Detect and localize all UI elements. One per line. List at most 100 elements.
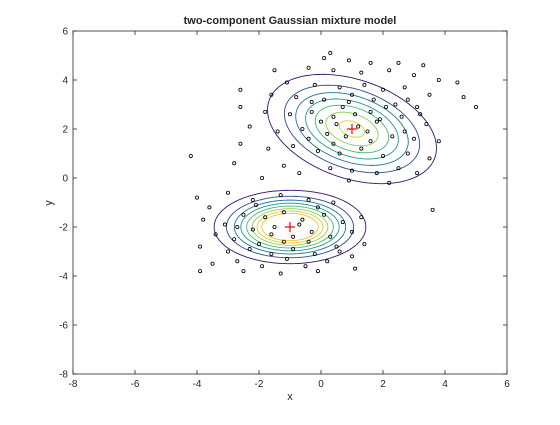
data-point [390, 134, 395, 139]
data-point [340, 220, 345, 225]
chart-title: two-component Gaussian mixture model [184, 15, 397, 27]
data-point [349, 254, 354, 259]
data-point [349, 229, 354, 234]
data-point [194, 195, 199, 200]
data-point [331, 68, 336, 73]
contour-line-1 [213, 73, 437, 265]
data-point [365, 129, 370, 134]
data-point [340, 104, 345, 109]
data-point [396, 60, 401, 65]
data-point [281, 210, 286, 215]
data-point [284, 80, 289, 85]
y-tick-label: -2 [59, 223, 68, 234]
component-center-marker [347, 124, 357, 134]
data-point [281, 239, 286, 244]
data-point [405, 151, 410, 156]
data-point [225, 190, 230, 195]
data-point [235, 259, 240, 264]
data-point [235, 224, 240, 229]
data-point [334, 122, 339, 127]
data-point [291, 234, 296, 239]
data-point [247, 247, 252, 252]
data-point [411, 136, 416, 141]
data-point [415, 171, 420, 176]
data-point [263, 215, 268, 220]
data-point [374, 171, 379, 176]
data-point [232, 237, 237, 242]
data-point [359, 215, 364, 220]
data-point [399, 114, 404, 119]
y-axis-label: y [43, 200, 55, 206]
data-point [325, 131, 330, 136]
data-point [430, 207, 435, 212]
x-tick-label: 0 [318, 379, 324, 390]
data-point [322, 212, 327, 217]
points-layer [188, 51, 478, 276]
y-tick-label: 2 [62, 125, 68, 136]
axes-box [72, 30, 508, 375]
data-point [322, 55, 327, 60]
data-point [306, 65, 311, 70]
data-point [427, 92, 432, 97]
data-point [322, 97, 327, 102]
data-point [331, 114, 336, 119]
data-point [297, 171, 302, 176]
data-point [260, 175, 265, 180]
data-point [315, 149, 320, 154]
y-tick-label: -4 [59, 272, 68, 283]
data-point [300, 127, 305, 132]
data-point [222, 222, 227, 227]
data-point [281, 163, 286, 168]
data-point [294, 95, 299, 100]
data-point [427, 156, 432, 161]
data-point [225, 249, 230, 254]
data-point [380, 87, 385, 92]
data-point [411, 73, 416, 78]
data-point [328, 51, 333, 56]
data-point [247, 124, 252, 129]
data-point [328, 166, 333, 171]
data-point [362, 82, 367, 87]
data-point [384, 104, 389, 109]
data-point [238, 87, 243, 92]
x-tick-label: 6 [504, 379, 510, 390]
data-point [287, 112, 292, 117]
data-point [349, 168, 354, 173]
data-point [291, 247, 296, 252]
data-point [328, 234, 333, 239]
data-point [421, 63, 426, 68]
data-point [368, 60, 373, 65]
data-point [346, 58, 351, 63]
data-point [377, 117, 382, 122]
contour-line-4 [240, 98, 399, 252]
y-tick-label: 6 [62, 27, 68, 38]
x-tick-label: -2 [255, 379, 264, 390]
data-point [362, 242, 367, 247]
y-tick-label: -8 [59, 370, 68, 381]
data-point [297, 222, 302, 227]
data-point [461, 95, 466, 100]
data-point [473, 104, 478, 109]
data-point [207, 205, 212, 210]
data-point [278, 271, 283, 276]
data-point [315, 269, 320, 274]
data-point [300, 217, 305, 222]
data-point [272, 224, 277, 229]
data-point [393, 102, 398, 107]
data-point [405, 97, 410, 102]
data-point [253, 202, 258, 207]
x-tick-label: -6 [131, 379, 140, 390]
data-point [331, 141, 336, 146]
data-point [198, 269, 203, 274]
component-center-marker [285, 222, 295, 232]
data-point [306, 239, 311, 244]
x-tick-label: -8 [69, 379, 78, 390]
data-point [353, 266, 358, 271]
data-point [436, 78, 441, 83]
data-point [387, 68, 392, 73]
data-point [275, 129, 280, 134]
data-point [337, 85, 342, 90]
data-point [436, 139, 441, 144]
